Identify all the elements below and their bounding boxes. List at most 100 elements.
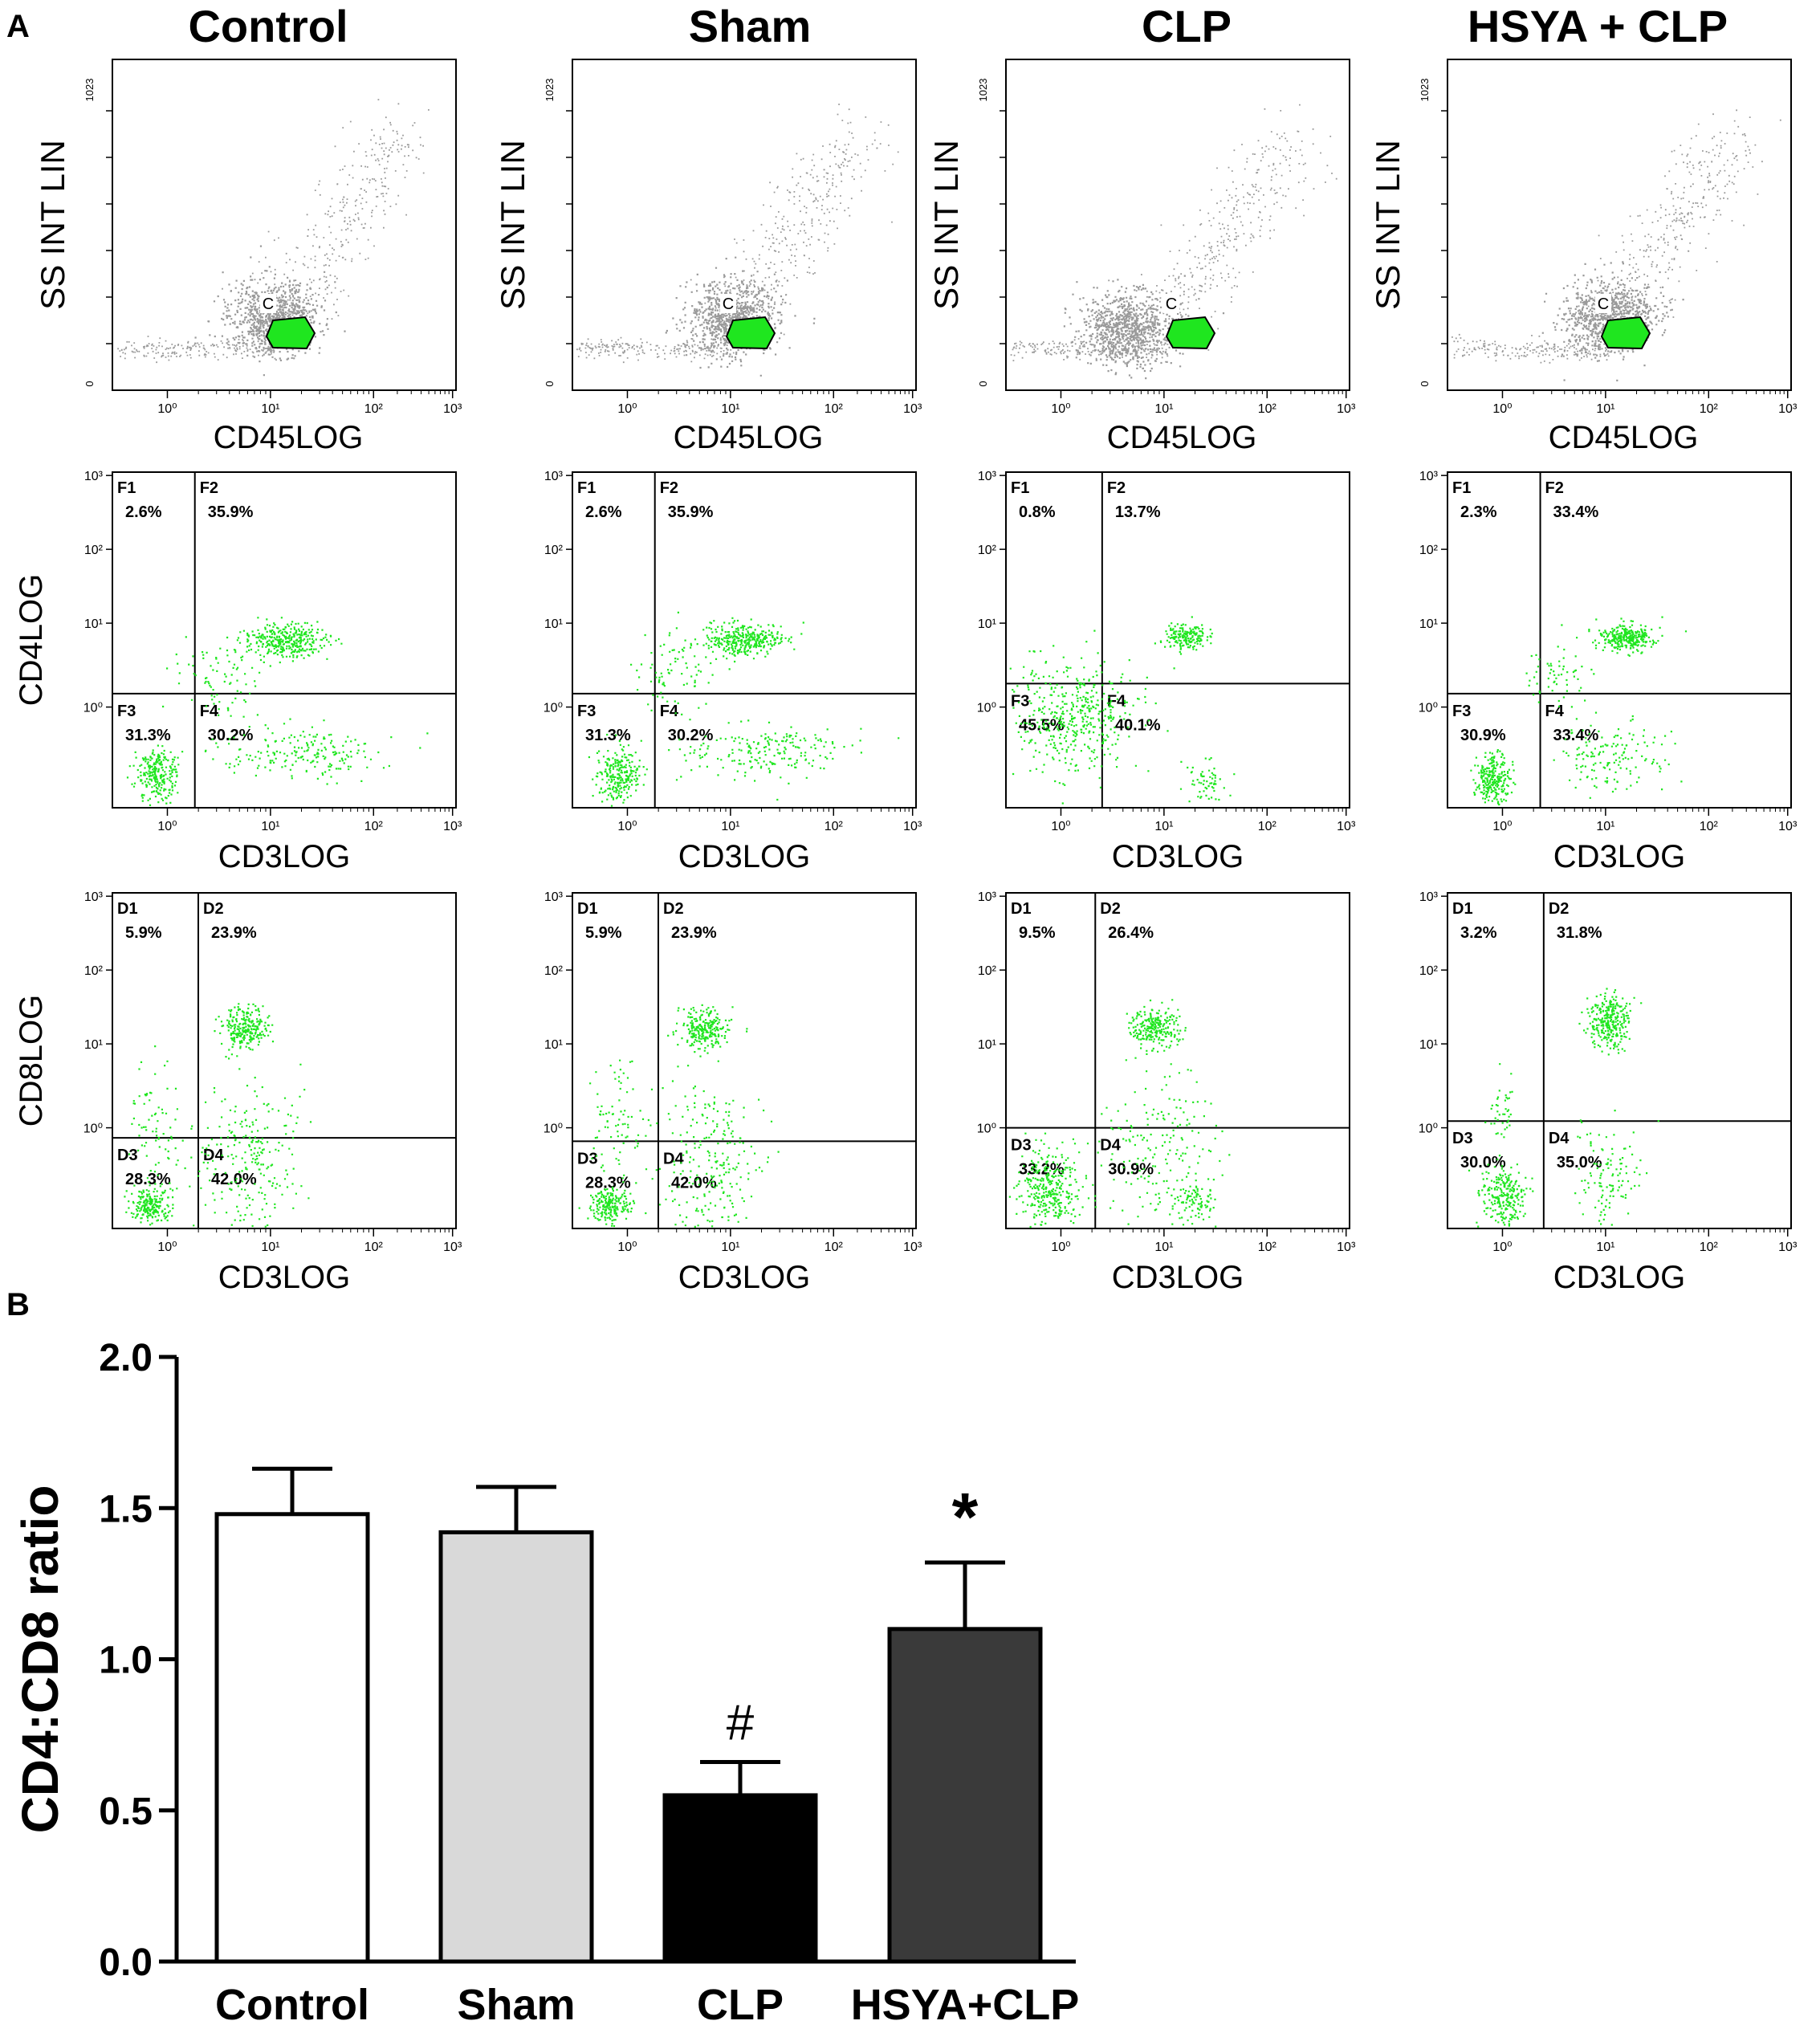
panel-b-label: B	[6, 1287, 30, 1322]
quadrant-name: F1	[1452, 479, 1471, 497]
plot-frame	[1005, 59, 1350, 391]
row2-y-tick-label: 10⁰	[544, 702, 563, 715]
cd45-x-tick-label: 10⁰	[1051, 402, 1070, 416]
quadrant-percentage: 30.9%	[1108, 1161, 1154, 1179]
quadrant-percentage: 0.8%	[1019, 503, 1056, 521]
cd45-x-tick-label: 10⁰	[617, 402, 637, 416]
lymphocyte-gate	[265, 316, 316, 350]
y-tick-label: 1.5	[99, 1488, 153, 1530]
quadrant-plot-row3: 10⁰ 10¹ 10² 10³ 10⁰ 10¹ 10² 10³ D1 5.9% D2 23.9% D3 2…	[14, 890, 462, 1295]
quadrant-percentage: 42.0%	[211, 1171, 257, 1188]
quadrant-name: F3	[577, 703, 596, 720]
quadrant-percentage: 23.9%	[671, 924, 717, 942]
ungated-events	[1010, 104, 1338, 380]
row3-x-tick-label: 10²	[1700, 1241, 1719, 1254]
row2-y-tick-label: 10¹	[84, 617, 103, 631]
quadrant-plot-row2: 10⁰ 10¹ 10² 10³ 10⁰ 10¹ 10² 10³ F1 2.6% F2 35.9% F3 3…	[544, 470, 922, 874]
gate-label: C	[723, 295, 734, 313]
quadrant-percentage: 23.9%	[211, 924, 257, 942]
quadrant-percentage: 13.7%	[1115, 503, 1161, 521]
scatter-plot-cd45: SS INT LIN 1023 0 10⁰ 10¹ 10² 10³ CD45LOG C	[927, 59, 1356, 455]
quadrant-name: F3	[117, 703, 136, 720]
group-title: HSYA + CLP	[1468, 1, 1728, 51]
quadrant-name: F1	[577, 479, 596, 497]
row3-y-tick-label: 10⁰	[1419, 1122, 1438, 1136]
quadrant-name: F4	[660, 703, 679, 720]
quadrant-percentage: 30.0%	[1460, 1154, 1506, 1171]
quadrant-percentage: 45.5%	[1019, 716, 1065, 734]
cd45-x-tick-label: 10³	[1778, 402, 1798, 416]
quadrant-name: D3	[1452, 1130, 1473, 1147]
y-tick-label: 1.0	[99, 1640, 153, 1682]
lymphocyte-gate	[1165, 316, 1216, 350]
plot-frame	[572, 59, 917, 391]
quadrant-name: D3	[117, 1147, 138, 1164]
quadrant-name: D1	[1011, 900, 1032, 918]
bar-sham	[438, 1530, 594, 1964]
y-axis-label: SS INT LIN	[1369, 140, 1407, 310]
y-tick-label: 0.0	[99, 1941, 153, 1984]
quadrant-name: F4	[200, 703, 219, 720]
row3-x-tick-label: 10⁰	[1051, 1241, 1070, 1254]
row3-x-tick-label: 10¹	[1596, 1241, 1614, 1254]
cd45-x-tick-label: 10¹	[1596, 402, 1614, 416]
x-axis-label: CD3LOG	[1112, 1260, 1244, 1295]
gated-events	[126, 617, 429, 806]
panel-a: A Control Sham CLP HSYA + CLP SS INT LIN 1023…	[6, 1, 1798, 1295]
quadrant-name: F3	[1452, 703, 1471, 720]
gate-label: C	[263, 295, 274, 313]
row2-x-tick-label: 10³	[1337, 820, 1356, 833]
quadrant-percentage: 31.8%	[1557, 924, 1602, 942]
y-tick-label: 0.5	[99, 1791, 153, 1833]
lymphocyte-gate	[725, 316, 776, 350]
quadrant-plot-row2: 10⁰ 10¹ 10² 10³ 10⁰ 10¹ 10² 10³ F1 0.8% F2 13.7% F3 4…	[977, 470, 1356, 874]
quadrant-name: F2	[1107, 479, 1126, 497]
gate-label-bg	[1595, 294, 1611, 313]
plot-frame	[1447, 892, 1792, 1229]
row3-y-tick-label: 10⁰	[83, 1122, 103, 1136]
quadrant-percentage: 40.1%	[1115, 716, 1161, 734]
row2-x-tick-label: 10³	[1778, 820, 1798, 833]
cd45-x-tick-label: 10³	[1337, 402, 1356, 416]
y-max-tick-label: 1023	[544, 79, 556, 102]
quadrant-name: D2	[663, 900, 684, 918]
group-title: CLP	[1142, 1, 1232, 51]
row2-y-tick-label: 10²	[84, 544, 104, 557]
x-axis-label: CD3LOG	[218, 1260, 351, 1295]
x-axis-label: CD45LOG	[1549, 420, 1699, 455]
quadrant-plot-row3: 10⁰ 10¹ 10² 10³ 10⁰ 10¹ 10² 10³ D1 9.5% D2 26.4% D3 3…	[977, 890, 1356, 1295]
significance-marker: *	[952, 1479, 979, 1554]
row2-x-tick-label: 10¹	[261, 820, 279, 833]
row3-x-tick-label: 10⁰	[617, 1241, 637, 1254]
row3-y-tick-label: 10⁰	[544, 1122, 563, 1136]
row3-x-tick-label: 10¹	[1154, 1241, 1173, 1254]
row2-x-tick-label: 10³	[443, 820, 462, 833]
gate-label-bg	[720, 294, 736, 313]
quadrant-name: D3	[577, 1150, 598, 1167]
cd45-x-tick-label: 10²	[1700, 402, 1719, 416]
quadrant-name: D1	[117, 900, 138, 918]
y-min-tick-label: 0	[83, 381, 96, 386]
quadrant-percentage: 30.2%	[208, 727, 254, 744]
row3-y-tick-label: 10¹	[84, 1038, 103, 1052]
gated-events	[1468, 988, 1659, 1228]
row2-y-tick-label: 10²	[978, 544, 997, 557]
y-min-tick-label: 0	[544, 381, 556, 386]
quadrant-percentage: 35.9%	[668, 503, 714, 521]
scatter-plot-cd45: SS INT LIN 1023 0 10⁰ 10¹ 10² 10³ CD45LOG C	[34, 59, 462, 455]
row3-y-tick-label: 10²	[978, 964, 997, 978]
y-axis-label: SS INT LIN	[494, 140, 531, 310]
row3-x-tick-label: 10²	[1258, 1241, 1277, 1254]
quadrant-name: D2	[1549, 900, 1570, 918]
quadrant-percentage: 28.3%	[585, 1174, 631, 1192]
cd45-x-tick-label: 10³	[443, 402, 462, 416]
quadrant-name: D4	[1549, 1130, 1570, 1147]
quadrant-percentage: 5.9%	[125, 924, 162, 942]
quadrant-percentage: 30.9%	[1460, 727, 1506, 744]
quadrant-plot-row2: 10⁰ 10¹ 10² 10³ 10⁰ 10¹ 10² 10³ F1 2.6% F2 35.9% F3 3…	[14, 470, 462, 874]
quadrant-name: D1	[1452, 900, 1473, 918]
row2-x-tick-label: 10²	[1258, 820, 1277, 833]
row3-x-tick-label: 10³	[903, 1241, 922, 1254]
gate-label: C	[1166, 295, 1177, 313]
row2-x-tick-label: 10²	[1700, 820, 1719, 833]
